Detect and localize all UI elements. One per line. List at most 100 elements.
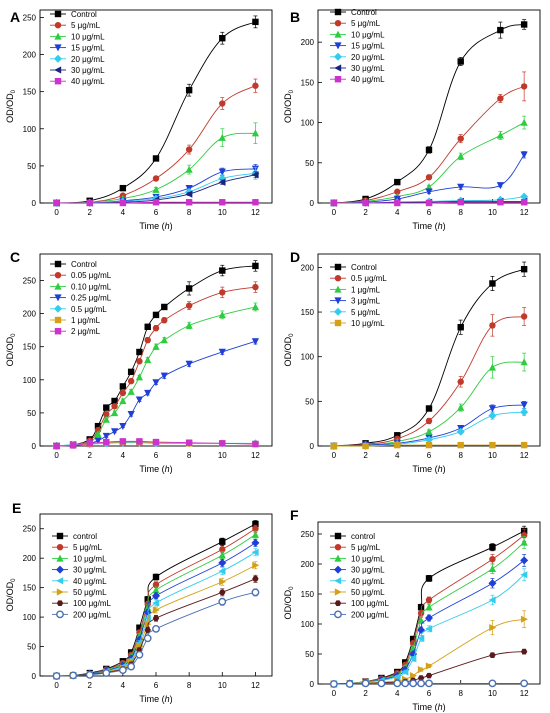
legend-entry: 5 μg/mL bbox=[351, 308, 381, 317]
data-point bbox=[394, 432, 401, 439]
data-point bbox=[94, 437, 102, 445]
legend-marker bbox=[334, 307, 342, 316]
data-point bbox=[103, 404, 110, 411]
data-point bbox=[251, 548, 259, 556]
data-point bbox=[520, 408, 529, 417]
data-point bbox=[118, 666, 127, 675]
data-point bbox=[135, 373, 144, 381]
legend: Control 5 μg/mL 10 μg/mL 15 μg/mL 20 μg/mL 30… bbox=[330, 8, 385, 84]
data-point bbox=[111, 397, 118, 405]
x-tick-label: 12 bbox=[520, 208, 529, 217]
data-point bbox=[143, 634, 152, 643]
legend-marker bbox=[54, 272, 62, 279]
data-point bbox=[520, 648, 528, 655]
legend-entry: 0.10 μg/mL bbox=[71, 282, 112, 291]
y-axis-label: OD/OD0 bbox=[283, 89, 295, 123]
data-point bbox=[425, 405, 433, 412]
x-tick-label: 6 bbox=[154, 681, 159, 690]
data-point bbox=[111, 403, 118, 410]
x-axis-label: Time (h) bbox=[412, 464, 445, 474]
data-point bbox=[488, 579, 497, 588]
legend-entry: 0.05 μg/mL bbox=[71, 271, 112, 280]
legend-entry: control bbox=[73, 532, 97, 541]
y-tick-label: 100 bbox=[301, 119, 315, 128]
data-point bbox=[161, 317, 168, 324]
data-point bbox=[330, 199, 338, 207]
y-tick-label: 250 bbox=[23, 276, 37, 285]
data-point bbox=[119, 422, 127, 430]
data-point bbox=[520, 441, 528, 449]
data-point bbox=[144, 323, 151, 331]
x-tick-label: 0 bbox=[332, 451, 337, 460]
legend: Control 0.05 μg/mL 0.10 μg/mL 0.25 μg/mL 0.5… bbox=[50, 260, 112, 336]
data-point bbox=[119, 184, 127, 192]
chart-panel-b: B 0 2 4 6 8 10 12 0 50 100 150 200 Time (h) OD/OD0 Cont… bbox=[283, 8, 541, 231]
data-point bbox=[425, 603, 433, 611]
panel-label: F bbox=[290, 507, 299, 523]
legend-entry: 3 μg/mL bbox=[351, 297, 381, 306]
data-point bbox=[152, 438, 160, 446]
legend-marker bbox=[334, 565, 342, 574]
data-point bbox=[127, 411, 135, 419]
legend-marker bbox=[56, 544, 64, 551]
data-point bbox=[144, 356, 152, 364]
data-point bbox=[252, 520, 259, 528]
legend-entry: 1 μg/mL bbox=[71, 316, 101, 325]
data-point bbox=[185, 439, 193, 446]
data-point bbox=[185, 86, 193, 94]
legend-entry: 15 μg/mL bbox=[71, 44, 105, 53]
data-point bbox=[185, 146, 193, 153]
data-point bbox=[219, 199, 226, 206]
data-point bbox=[219, 440, 226, 447]
y-tick-label: 0 bbox=[310, 442, 315, 451]
legend-entry: 40 μg/mL bbox=[71, 77, 105, 86]
data-point bbox=[401, 679, 410, 688]
x-axis-label: Time (h) bbox=[412, 221, 445, 231]
y-tick-label: 200 bbox=[23, 51, 37, 60]
series-line bbox=[56, 85, 256, 204]
x-tick-label: 6 bbox=[427, 689, 432, 698]
data-point bbox=[53, 442, 60, 450]
data-point bbox=[127, 368, 135, 376]
legend-entry: 40 μg/mL bbox=[351, 75, 385, 84]
data-point bbox=[135, 650, 144, 659]
data-point bbox=[219, 578, 227, 586]
data-point bbox=[520, 556, 529, 565]
legend: control 5 μg/mL 10 μg/mL 30 μg/mL 40 μg/mL 50… bbox=[330, 532, 390, 619]
x-axis-label: Time (h) bbox=[412, 702, 445, 712]
x-tick-label: 8 bbox=[187, 208, 192, 217]
data-point bbox=[86, 199, 93, 207]
legend-marker bbox=[54, 54, 62, 63]
data-point bbox=[425, 199, 433, 207]
legend-entry: 10 μg/mL bbox=[73, 554, 107, 563]
data-point bbox=[520, 679, 529, 688]
legend-marker bbox=[334, 64, 342, 72]
data-point bbox=[520, 571, 528, 579]
chart-panel-e: E 0 2 4 6 8 10 12 0 50 100 150 200 250 Time (h) OD/OD0 c… bbox=[5, 500, 273, 704]
data-point bbox=[520, 615, 528, 623]
legend-marker bbox=[56, 600, 64, 606]
y-tick-label: 200 bbox=[301, 38, 315, 47]
data-point bbox=[425, 174, 433, 181]
data-point bbox=[185, 360, 193, 368]
legend-entry: 5 μg/mL bbox=[71, 21, 101, 30]
data-point bbox=[252, 576, 259, 582]
data-point bbox=[185, 302, 193, 309]
data-point bbox=[456, 427, 465, 436]
data-point bbox=[185, 199, 193, 206]
data-point bbox=[425, 596, 433, 604]
x-tick-label: 2 bbox=[87, 681, 92, 690]
data-point bbox=[520, 151, 528, 159]
data-point bbox=[252, 283, 259, 291]
x-tick-label: 0 bbox=[332, 208, 337, 217]
y-tick-label: 200 bbox=[23, 554, 37, 563]
series-6 bbox=[330, 198, 528, 207]
data-point bbox=[252, 18, 259, 26]
data-point bbox=[488, 679, 497, 688]
legend-entry: control bbox=[351, 532, 375, 541]
data-point bbox=[136, 358, 143, 365]
data-point bbox=[219, 546, 226, 553]
chart-panel-c: C 0 2 4 6 8 10 12 0 50 100 150 200 250 Time (h) OD/OD0 C… bbox=[5, 249, 273, 474]
data-point bbox=[409, 635, 417, 643]
